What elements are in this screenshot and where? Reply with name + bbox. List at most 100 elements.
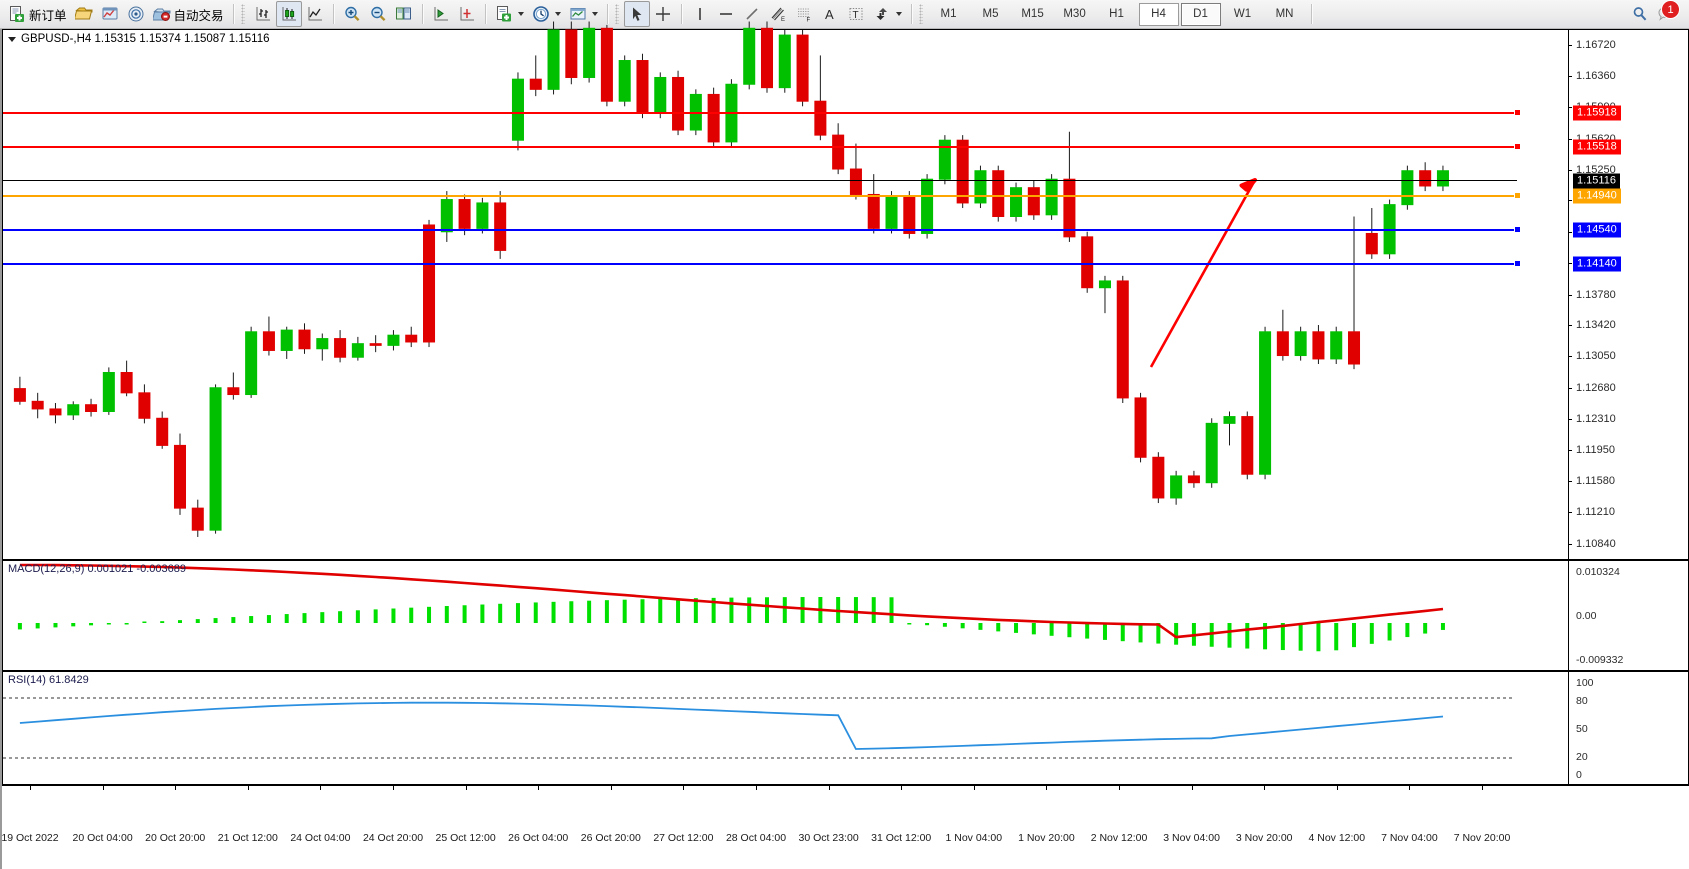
chart-dropdown-icon[interactable]	[8, 36, 16, 42]
time-tick	[320, 786, 322, 790]
zoom-out-button[interactable]	[365, 1, 391, 27]
time-tick	[1264, 786, 1266, 790]
price-level-line[interactable]	[3, 109, 1521, 117]
price-pane[interactable]: GBPUSD-,H4 1.15315 1.15374 1.15087 1.151…	[2, 21, 1689, 560]
vertical-line-tool-button[interactable]	[687, 1, 713, 27]
fibonacci-icon: F	[795, 5, 813, 23]
tile-windows-button[interactable]	[391, 1, 417, 27]
time-tick-label: 31 Oct 12:00	[871, 832, 932, 844]
time-tick-label: 24 Oct 20:00	[362, 832, 424, 844]
price-tick-label: 1.11950	[1576, 443, 1615, 456]
rsi-axis-label-80: 80	[1576, 695, 1588, 707]
toolbar-separator	[232, 4, 234, 24]
timeframe-m5[interactable]: M5	[982, 8, 999, 20]
open-chart-button[interactable]	[71, 1, 97, 27]
price-level-handle[interactable]	[1514, 192, 1521, 200]
price-level-tag: 1.14140	[1573, 256, 1621, 272]
price-level-line[interactable]	[3, 192, 1521, 200]
toolbar-grip-3[interactable]	[918, 4, 923, 24]
chevron-down-icon[interactable]	[517, 12, 524, 16]
time-tick	[1482, 786, 1483, 790]
fibonacci-tool-button[interactable]: F	[791, 1, 817, 27]
price-tick	[1568, 294, 1572, 296]
timeframe-m1[interactable]: M1	[940, 8, 957, 20]
timeframe-m15[interactable]: M15	[1021, 8, 1044, 20]
zoom-in-button[interactable]	[339, 1, 365, 27]
time-tick	[1409, 786, 1411, 790]
price-level-handle[interactable]	[1514, 226, 1521, 234]
price-tick-label: 1.10840	[1576, 537, 1616, 550]
auto-scroll-button[interactable]	[454, 1, 480, 27]
time-tick	[756, 786, 757, 790]
signal-icon	[127, 5, 145, 23]
time-tick	[102, 786, 104, 790]
trendline-tool-button[interactable]	[739, 1, 765, 27]
time-tick	[1191, 786, 1193, 790]
add-indicator-button[interactable]	[491, 1, 528, 27]
time-axis[interactable]: 19 Oct 2022 20 Oct 04:00 20 Oct 20:00 21 Oc…	[1, 785, 1689, 869]
chevron-down-icon-2[interactable]	[554, 12, 561, 16]
rsi-pane[interactable]: RSI(14) 61.8429 100 80 50 20 0	[2, 671, 1689, 785]
price-tick-label: 1.11210	[1576, 506, 1615, 519]
time-tick	[683, 786, 685, 790]
chevron-down-icon-3[interactable]	[591, 12, 598, 16]
arrows-tool-button[interactable]	[869, 1, 906, 27]
horizontal-line-tool-button[interactable]	[713, 1, 739, 27]
text-label-tool-button[interactable]: T	[843, 1, 869, 27]
time-tick	[1119, 786, 1120, 790]
notifications-button[interactable]: 1	[1653, 0, 1680, 27]
price-level-handle[interactable]	[1514, 143, 1521, 151]
time-tick-label: 4 Nov 12:00	[1308, 832, 1366, 844]
price-level-line[interactable]	[3, 259, 1521, 267]
line-chart-button[interactable]	[302, 1, 328, 27]
time-tick	[393, 786, 394, 790]
text-tool-button[interactable]: A	[817, 1, 843, 27]
new-order-button[interactable]: 新订单	[4, 1, 71, 27]
svg-text:E: E	[781, 17, 785, 23]
price-level-line[interactable]	[3, 180, 1517, 182]
chart-area[interactable]: GBPUSD-,H4 1.15315 1.15374 1.15087 1.151…	[0, 21, 1689, 869]
data-window-button[interactable]	[123, 1, 149, 27]
price-tick	[1568, 512, 1572, 514]
timeframe-w1[interactable]: W1	[1233, 8, 1252, 20]
price-axis[interactable]: 1.167201.163601.159901.156201.152501.148…	[1568, 30, 1688, 559]
time-tick-label: 26 Oct 20:00	[580, 832, 641, 844]
timeframe-d1[interactable]: D1	[1180, 2, 1221, 26]
price-level-line[interactable]	[3, 143, 1521, 151]
svg-text:A: A	[825, 7, 834, 22]
price-level-line[interactable]	[3, 226, 1521, 234]
time-tick-label: 7 Nov 20:00	[1453, 832, 1511, 844]
time-tick	[610, 786, 612, 790]
price-tick	[1568, 543, 1572, 545]
price-tick	[1568, 481, 1572, 482]
trend-arrow-annotation[interactable]	[3, 30, 1518, 559]
templates-button[interactable]	[565, 1, 602, 27]
time-tick	[1336, 786, 1338, 790]
timeframe-h1[interactable]: H1	[1109, 8, 1124, 20]
line-chart-icon	[306, 5, 324, 23]
time-tick-label: 20 Oct 04:00	[72, 832, 133, 844]
period-clock-button[interactable]	[528, 1, 565, 27]
price-tick-label: 1.11580	[1576, 475, 1615, 487]
price-level-handle[interactable]	[1514, 259, 1521, 267]
chart-shift-button[interactable]	[428, 1, 454, 27]
candlestick-chart-button[interactable]	[275, 1, 302, 27]
timeframe-h4[interactable]: H4	[1138, 2, 1179, 26]
price-tick	[1568, 231, 1572, 233]
market-watch-button[interactable]	[97, 1, 123, 27]
timeframe-m30[interactable]: M30	[1063, 8, 1086, 20]
crosshair-tool-button[interactable]	[650, 1, 676, 27]
macd-pane[interactable]: MACD(12,26,9) 0.001021 -0.003689 0.01032…	[2, 560, 1689, 671]
time-tick	[175, 786, 177, 790]
price-level-handle[interactable]	[1514, 109, 1521, 117]
toolbar-grip-2[interactable]	[614, 4, 619, 24]
toolbar-grip[interactable]	[240, 4, 245, 24]
toolbar-separator-2	[332, 4, 334, 24]
cursor-tool-button[interactable]	[623, 1, 650, 27]
search-button[interactable]	[1627, 1, 1653, 27]
timeframe-mn[interactable]: MN	[1275, 8, 1294, 20]
auto-trading-button[interactable]: 自动交易	[149, 1, 228, 27]
equidistant-channel-tool-button[interactable]: E	[765, 1, 791, 27]
chevron-down-icon-4[interactable]	[895, 12, 902, 16]
bar-chart-button[interactable]	[250, 1, 276, 27]
